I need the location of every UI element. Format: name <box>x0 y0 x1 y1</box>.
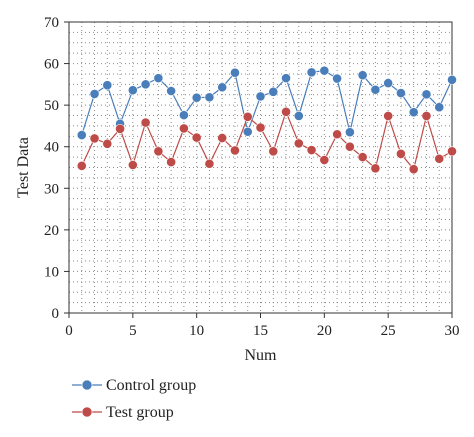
y-tick-label: 50 <box>44 98 59 114</box>
data-point <box>178 110 189 121</box>
y-tick-label: 60 <box>44 57 59 73</box>
x-tick-label: 10 <box>189 323 204 339</box>
data-point <box>230 67 240 78</box>
data-point <box>102 80 113 91</box>
data-point <box>76 160 87 171</box>
data-point <box>115 123 125 134</box>
series-line <box>81 110 453 171</box>
data-point <box>217 133 228 143</box>
x-tick-label: 0 <box>65 323 73 339</box>
x-tick-label: 20 <box>317 323 332 339</box>
data-point <box>178 123 189 134</box>
y-axis-title: Test Data <box>15 137 32 198</box>
data-point <box>357 70 368 81</box>
data-point <box>447 146 457 157</box>
legend-item: Control group <box>72 377 196 394</box>
data-point <box>281 73 291 84</box>
legend: Control group Test group <box>72 377 196 421</box>
data-point <box>140 117 151 128</box>
data-point <box>357 152 368 163</box>
plot-background <box>69 22 452 313</box>
data-point <box>153 73 164 84</box>
data-point <box>204 158 215 169</box>
data-point <box>383 78 394 89</box>
series-layer <box>76 65 457 175</box>
data-point <box>166 157 177 167</box>
legend-item: Test group <box>72 404 174 421</box>
data-point <box>102 138 113 149</box>
data-point <box>127 85 138 96</box>
legend-label: Test group <box>106 404 174 421</box>
data-point <box>396 88 406 98</box>
x-axis-title: Num <box>245 347 278 364</box>
x-tick-label: 25 <box>381 323 396 339</box>
x-tick-label: 5 <box>129 323 137 339</box>
data-point <box>255 91 266 102</box>
y-tick-label: 70 <box>44 15 59 31</box>
y-tick-label: 30 <box>44 181 59 197</box>
data-point <box>166 86 177 96</box>
data-point <box>230 145 240 156</box>
data-point <box>319 65 330 76</box>
data-point <box>447 74 457 85</box>
data-point <box>421 111 432 121</box>
data-point <box>242 111 253 122</box>
legend-label: Control group <box>106 377 196 394</box>
x-tick-label: 30 <box>445 323 460 339</box>
data-point <box>204 92 215 103</box>
data-point <box>140 79 151 90</box>
data-point <box>191 92 202 103</box>
x-tick-label: 15 <box>253 323 268 339</box>
legend-marker <box>81 379 93 391</box>
data-point <box>255 122 266 133</box>
data-point <box>383 111 394 121</box>
data-point <box>306 67 317 78</box>
data-point <box>421 89 432 100</box>
data-point <box>434 102 445 113</box>
data-point <box>293 111 304 121</box>
y-tick-label: 0 <box>52 306 60 322</box>
data-point <box>332 73 342 84</box>
data-point <box>344 141 355 152</box>
y-tick-label: 40 <box>44 140 59 156</box>
data-point <box>408 107 419 118</box>
data-point <box>370 163 381 174</box>
y-tick-label: 10 <box>44 264 59 280</box>
data-point <box>396 148 406 159</box>
data-point <box>242 126 253 137</box>
data-point <box>191 132 202 143</box>
y-tick-label: 20 <box>44 223 59 239</box>
series-test-group <box>76 106 457 175</box>
data-point <box>332 129 342 140</box>
data-point <box>370 84 381 95</box>
data-point <box>293 138 304 149</box>
data-point <box>268 146 279 157</box>
data-point <box>89 89 100 99</box>
data-point <box>306 145 317 155</box>
tick-labels: 0 5 10 15 20 25 30 0 10 20 30 40 50 60 70 <box>44 15 460 339</box>
data-point <box>76 130 87 140</box>
data-point <box>217 82 228 93</box>
data-point <box>268 86 279 97</box>
data-point <box>434 153 445 164</box>
legend-marker <box>81 406 93 418</box>
data-point <box>319 155 330 165</box>
data-point <box>153 146 164 157</box>
data-point <box>89 133 100 144</box>
data-point <box>344 127 355 138</box>
data-point <box>408 164 419 175</box>
plot-area <box>69 22 452 313</box>
data-point <box>281 106 291 117</box>
data-point <box>127 160 138 170</box>
